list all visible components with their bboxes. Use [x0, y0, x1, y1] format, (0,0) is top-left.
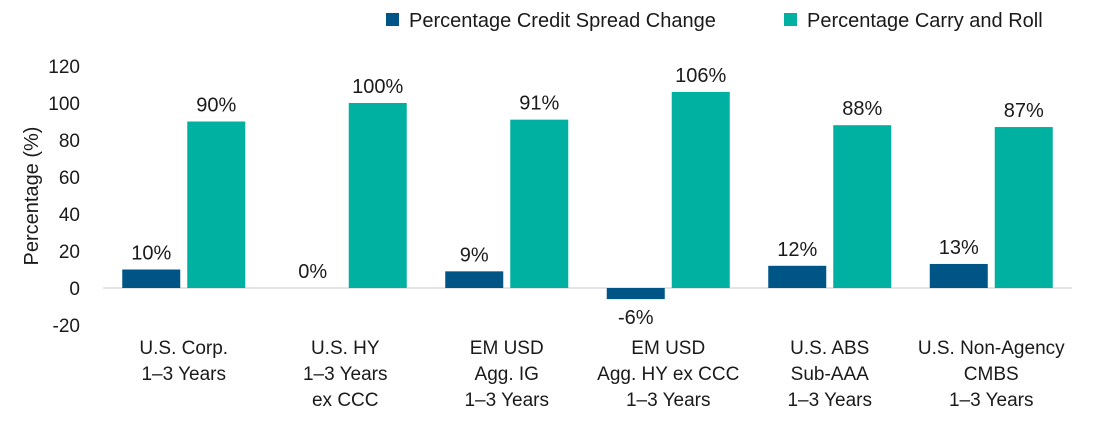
category-label: Sub-AAA [791, 364, 869, 385]
category-label: U.S. ABS [790, 338, 869, 359]
category-label: 1–3 Years [626, 390, 711, 411]
y-tick-label: 100 [48, 94, 80, 115]
data-label: 90% [196, 95, 236, 117]
legend-swatch [386, 13, 399, 26]
y-axis-title: Percentage (%) [21, 127, 43, 266]
category-label: Agg. IG [475, 364, 539, 385]
category-label: CMBS [964, 364, 1019, 385]
category-label: Agg. HY ex CCC [597, 364, 739, 385]
bar-credit-spread [122, 269, 181, 288]
data-label: 91% [519, 93, 559, 115]
data-label: 10% [131, 243, 171, 265]
data-label: 106% [675, 65, 726, 87]
bar-credit-spread [768, 265, 827, 288]
legend: Percentage Credit Spread Change Percentag… [386, 10, 1043, 32]
y-tick-label: 0 [69, 279, 80, 300]
y-axis: -20 0 20 40 60 80 100 120 [48, 57, 80, 337]
category-label: 1–3 Years [141, 364, 226, 385]
category-label: 1–3 Years [787, 390, 872, 411]
category-label: U.S. Corp. [139, 338, 228, 359]
category-label: 1–3 Years [949, 390, 1034, 411]
data-label: 87% [1004, 100, 1044, 122]
legend-swatch [784, 13, 797, 26]
bar-carry-roll [833, 125, 892, 288]
category-label: EM USD [470, 338, 544, 359]
category-label: EM USD [631, 338, 705, 359]
data-label: 12% [777, 239, 817, 261]
data-label: 9% [460, 244, 489, 266]
bar-credit-spread [929, 263, 988, 288]
data-label: 0% [298, 261, 327, 283]
bar-carry-roll [994, 127, 1053, 288]
y-tick-label: 120 [48, 57, 80, 78]
bar-carry-roll [510, 119, 569, 289]
category-label: ex CCC [312, 390, 379, 411]
data-label: 100% [352, 76, 403, 98]
plot-area: 10% 90% 0% 100% 9% 91% -6% 106% 12% 88% 13% 87% [103, 65, 1072, 329]
y-tick-label: 60 [59, 168, 80, 189]
category-label: 1–3 Years [464, 390, 549, 411]
x-axis: U.S. Corp. 1–3 Years U.S. HY 1–3 Years ex CC… [139, 338, 1065, 411]
bar-credit-spread [445, 271, 504, 288]
category-label: U.S. HY [311, 338, 380, 359]
bar-carry-roll [187, 121, 246, 288]
legend-label: Percentage Carry and Roll [807, 10, 1043, 32]
y-tick-label: 20 [59, 242, 80, 263]
data-label: 88% [842, 98, 882, 120]
data-label: -6% [618, 307, 654, 329]
y-tick-label: 80 [59, 131, 80, 152]
category-label: 1–3 Years [303, 364, 388, 385]
category-label: U.S. Non-Agency [918, 338, 1065, 359]
bar-carry-roll [671, 91, 730, 289]
y-tick-label: 40 [59, 205, 80, 226]
y-tick-label: -20 [53, 316, 80, 337]
legend-label: Percentage Credit Spread Change [409, 10, 716, 32]
bar-carry-roll [348, 103, 407, 288]
data-label: 13% [939, 237, 979, 259]
bar-credit-spread [606, 288, 665, 300]
